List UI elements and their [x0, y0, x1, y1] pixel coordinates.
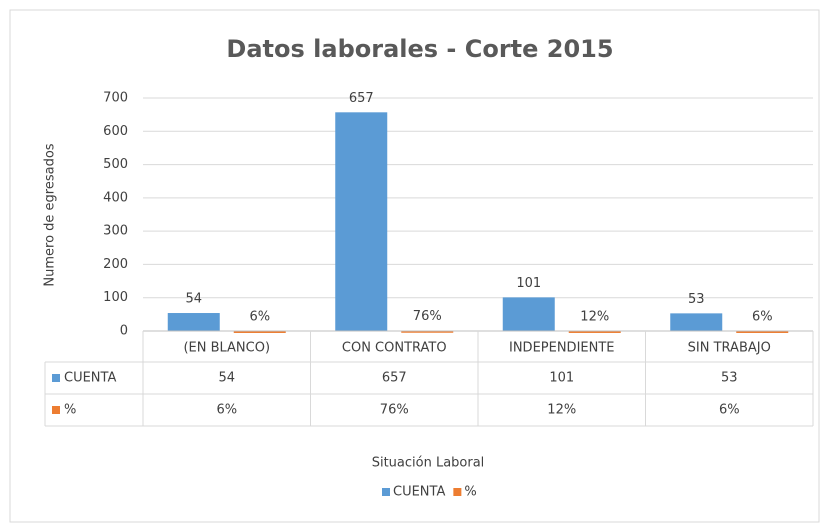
y-tick-label: 200 [103, 257, 128, 272]
y-tick-label: 0 [120, 324, 128, 339]
table-cell: 76% [380, 403, 409, 418]
table-cell: 12% [547, 403, 576, 418]
bar [233, 330, 286, 333]
y-tick-label: 600 [103, 124, 128, 139]
chart-border [9, 9, 820, 523]
legend-label: CUENTA [393, 485, 445, 500]
chart-title: Datos laborales - Corte 2015 [226, 35, 613, 63]
x-axis-title: Situación Laboral [372, 456, 485, 471]
table-legend-key [52, 374, 60, 382]
bar [502, 297, 555, 331]
x-tick-label: CON CONTRATO [342, 341, 447, 356]
table-cell: 54 [218, 371, 235, 386]
data-label: 6% [752, 309, 773, 324]
y-tick-label: 500 [103, 157, 128, 172]
x-tick-label: INDEPENDIENTE [509, 341, 615, 356]
bar [167, 313, 220, 331]
data-label: 657 [349, 91, 374, 106]
table-series-name: CUENTA [64, 371, 116, 386]
data-label: 12% [580, 309, 609, 324]
y-axis-title: Numero de egresados [43, 143, 58, 286]
data-label: 101 [516, 276, 541, 291]
bar [401, 330, 454, 333]
bar [736, 330, 789, 333]
bar [568, 330, 621, 333]
legend-key [453, 488, 462, 496]
data-label: 54 [185, 292, 202, 307]
y-tick-label: 300 [103, 224, 128, 239]
legend-label: % [464, 485, 476, 500]
table-series-name: % [64, 403, 76, 418]
y-tick-label: 100 [103, 290, 128, 305]
table-legend-key [52, 406, 60, 414]
x-tick-label: (EN BLANCO) [183, 341, 270, 356]
data-label: 76% [413, 309, 442, 324]
table-cell: 101 [549, 371, 574, 386]
table-cell: 53 [721, 371, 738, 386]
data-label: 6% [249, 309, 270, 324]
bar [335, 112, 388, 331]
data-label: 53 [688, 292, 705, 307]
table-cell: 6% [719, 403, 740, 418]
bar [670, 313, 723, 331]
x-tick-label: SIN TRABAJO [688, 341, 771, 356]
table-cell: 6% [216, 403, 237, 418]
table-cell: 657 [382, 371, 407, 386]
legend-key [382, 488, 390, 496]
y-tick-label: 400 [103, 190, 128, 205]
y-tick-label: 700 [103, 91, 128, 106]
